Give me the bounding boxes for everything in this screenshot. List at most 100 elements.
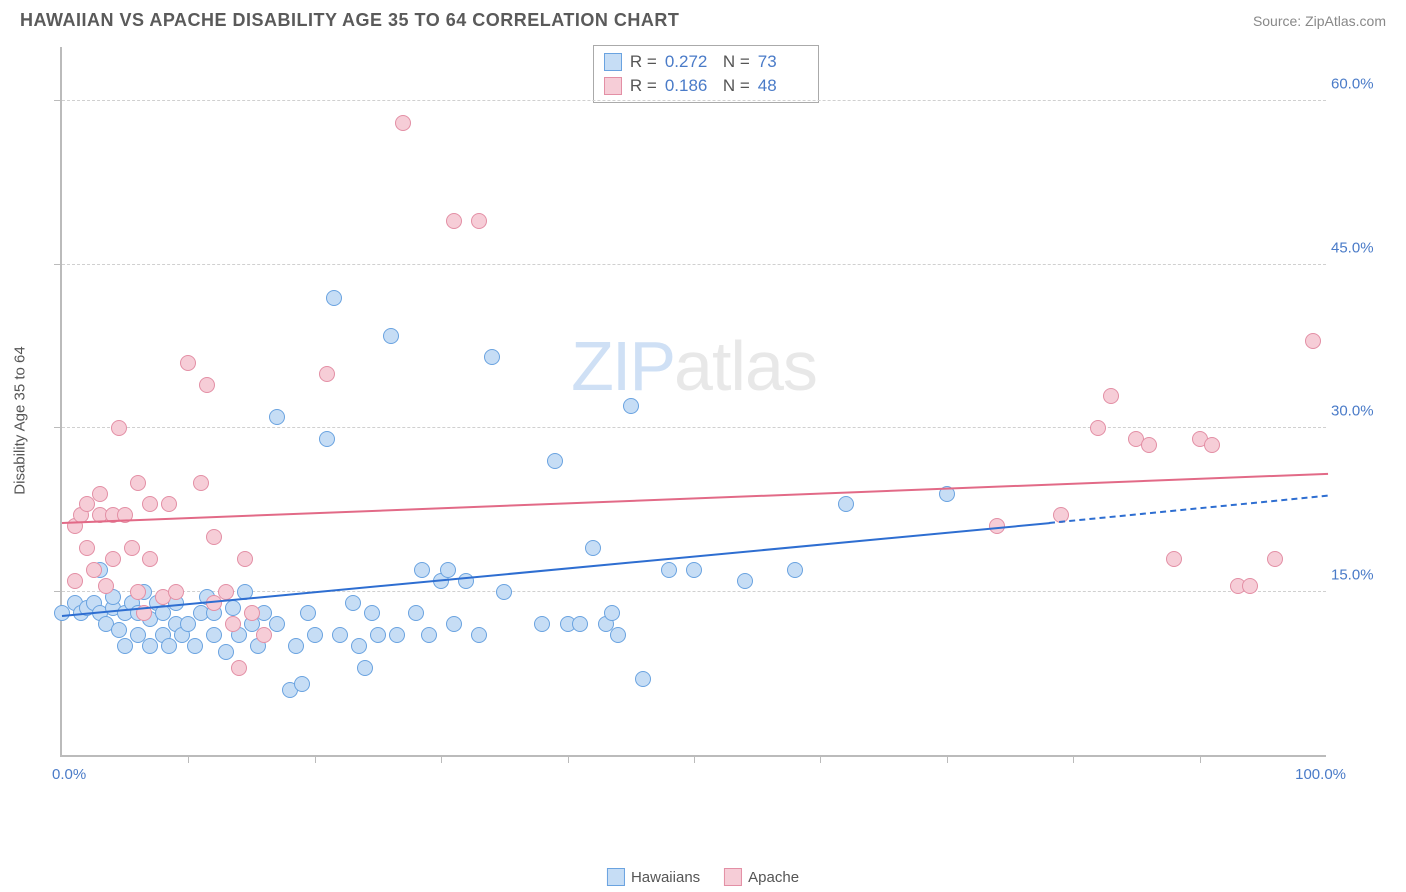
data-point: [130, 475, 146, 491]
data-point: [1267, 551, 1283, 567]
data-point: [111, 622, 127, 638]
x-tick: [441, 755, 442, 763]
data-point: [1141, 437, 1157, 453]
x-tick: [947, 755, 948, 763]
data-point: [421, 627, 437, 643]
data-point: [218, 644, 234, 660]
gridline: [62, 100, 1326, 101]
x-tick: [694, 755, 695, 763]
stats-n-value: 48: [758, 76, 808, 96]
data-point: [1090, 420, 1106, 436]
data-point: [838, 496, 854, 512]
y-tick-label: 30.0%: [1331, 403, 1381, 420]
data-point: [206, 627, 222, 643]
data-point: [225, 616, 241, 632]
data-point: [440, 562, 456, 578]
data-point: [307, 627, 323, 643]
stats-swatch: [604, 53, 622, 71]
watermark-zip: ZIP: [571, 327, 674, 405]
y-tick-label: 45.0%: [1331, 239, 1381, 256]
data-point: [414, 562, 430, 578]
data-point: [142, 551, 158, 567]
data-point: [269, 616, 285, 632]
legend-label: Hawaiians: [631, 869, 700, 886]
data-point: [572, 616, 588, 632]
legend-item: Apache: [724, 868, 799, 886]
data-point: [124, 540, 140, 556]
stats-box: R =0.272N =73R =0.186N =48: [593, 45, 819, 103]
legend-label: Apache: [748, 869, 799, 886]
y-tick: [54, 100, 62, 101]
x-axis-max-label: 100.0%: [1295, 766, 1346, 783]
data-point: [231, 660, 247, 676]
data-point: [319, 431, 335, 447]
gridline: [62, 264, 1326, 265]
data-point: [180, 616, 196, 632]
data-point: [225, 600, 241, 616]
legend-swatch: [607, 868, 625, 886]
data-point: [604, 605, 620, 621]
stats-r-label: R =: [630, 52, 657, 72]
data-point: [142, 496, 158, 512]
data-point: [111, 420, 127, 436]
watermark-atlas: atlas: [674, 327, 817, 405]
data-point: [92, 486, 108, 502]
data-point: [661, 562, 677, 578]
data-point: [168, 584, 184, 600]
gridline: [62, 427, 1326, 428]
data-point: [534, 616, 550, 632]
data-point: [332, 627, 348, 643]
data-point: [142, 638, 158, 654]
data-point: [395, 115, 411, 131]
data-point: [383, 328, 399, 344]
data-point: [446, 213, 462, 229]
data-point: [161, 638, 177, 654]
y-axis-label: Disability Age 35 to 64: [12, 346, 29, 494]
stats-r-value: 0.272: [665, 52, 715, 72]
data-point: [471, 213, 487, 229]
trend-line: [1049, 495, 1328, 524]
y-tick-label: 60.0%: [1331, 76, 1381, 93]
data-point: [269, 409, 285, 425]
data-point: [610, 627, 626, 643]
data-point: [86, 562, 102, 578]
data-point: [237, 551, 253, 567]
data-point: [345, 595, 361, 611]
data-point: [79, 540, 95, 556]
y-tick: [54, 591, 62, 592]
data-point: [351, 638, 367, 654]
chart-title: HAWAIIAN VS APACHE DISABILITY AGE 35 TO …: [20, 10, 679, 31]
data-point: [256, 627, 272, 643]
data-point: [294, 676, 310, 692]
legend-item: Hawaiians: [607, 868, 700, 886]
data-point: [458, 573, 474, 589]
data-point: [206, 529, 222, 545]
stats-row: R =0.186N =48: [604, 74, 808, 98]
data-point: [1166, 551, 1182, 567]
data-point: [1305, 333, 1321, 349]
data-point: [326, 290, 342, 306]
legend: Hawaiians Apache: [607, 868, 799, 886]
data-point: [446, 616, 462, 632]
data-point: [117, 638, 133, 654]
stats-r-label: R =: [630, 76, 657, 96]
stats-row: R =0.272N =73: [604, 50, 808, 74]
data-point: [319, 366, 335, 382]
data-point: [67, 573, 83, 589]
x-tick: [188, 755, 189, 763]
data-point: [547, 453, 563, 469]
data-point: [105, 551, 121, 567]
y-tick: [54, 427, 62, 428]
data-point: [496, 584, 512, 600]
data-point: [288, 638, 304, 654]
x-tick: [820, 755, 821, 763]
stats-swatch: [604, 77, 622, 95]
data-point: [1204, 437, 1220, 453]
data-point: [364, 605, 380, 621]
data-point: [471, 627, 487, 643]
x-tick: [1073, 755, 1074, 763]
source-attribution: Source: ZipAtlas.com: [1253, 13, 1386, 29]
x-axis-min-label: 0.0%: [52, 766, 86, 783]
data-point: [193, 475, 209, 491]
data-point: [187, 638, 203, 654]
